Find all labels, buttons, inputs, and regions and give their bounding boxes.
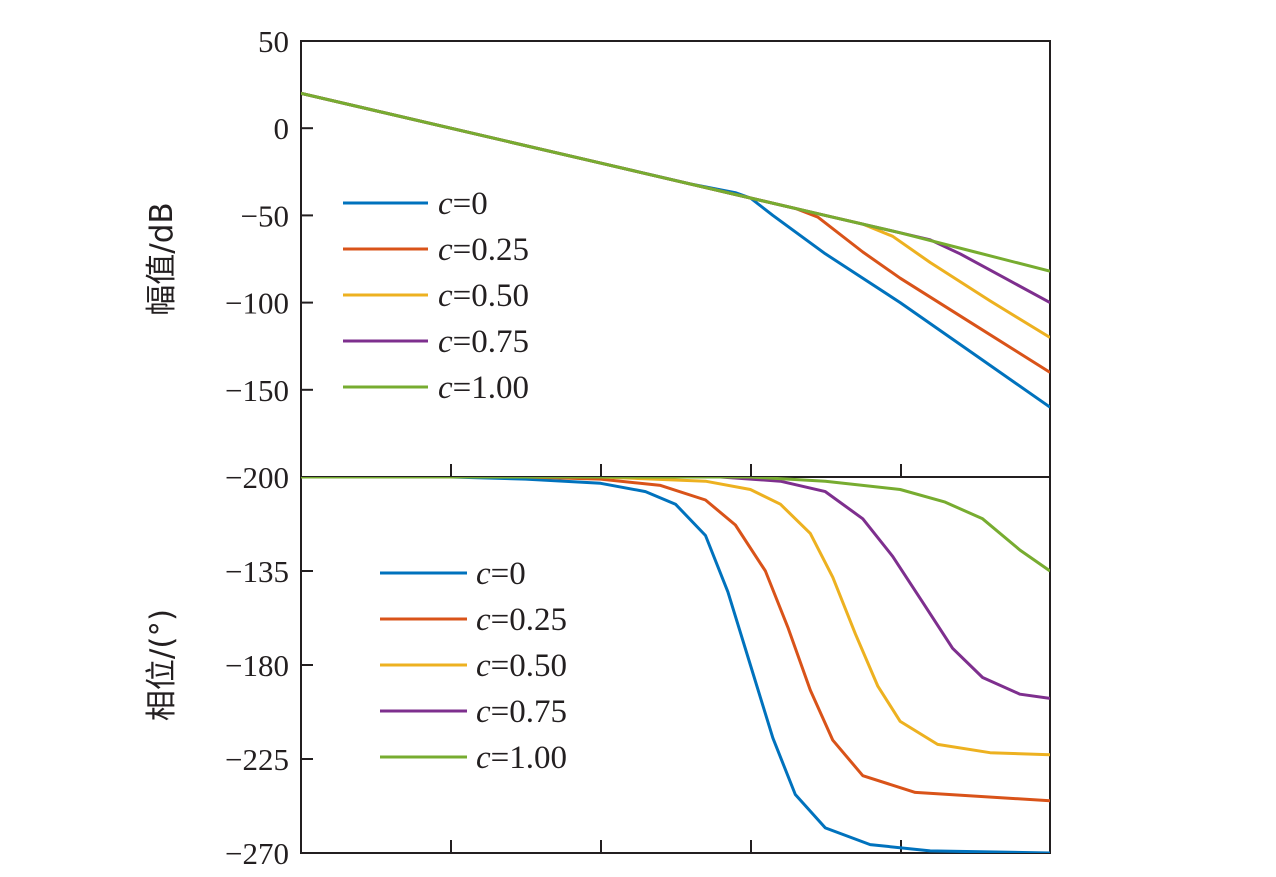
series-line-phase-c=0.25 (301, 477, 1050, 803)
y-axis-label-phase: 相位/(°) (144, 609, 180, 721)
y-tick-label-magnitude: 0 (274, 111, 290, 146)
y-tick-label-phase: −225 (225, 742, 289, 777)
series-line-phase-c=1.00 (301, 477, 1050, 573)
legend-label: c=0.25 (438, 232, 529, 268)
legend-label: c=0.50 (438, 278, 529, 314)
y-tick-label-phase: −135 (225, 554, 289, 589)
legend-label: c=0 (476, 556, 526, 592)
legend-label: c=0 (438, 186, 488, 222)
series-line-phase-c=0 (301, 477, 1050, 853)
y-tick-label-magnitude: −50 (241, 198, 289, 233)
legend-label: c=0.75 (476, 694, 567, 730)
legend-phase: c=0 c=0.25 c=0.50 c=0.75 c=1.00 (380, 556, 567, 776)
y-tick-label-magnitude: −200 (225, 460, 289, 495)
y-tick-label-magnitude: −150 (225, 373, 289, 408)
series-line-magnitude-c=1.00 (301, 91, 1050, 273)
y-tick-label-phase: −180 (225, 648, 289, 683)
legend-label: c=0.25 (476, 602, 567, 638)
legend-label: c=1.00 (476, 740, 567, 776)
y-axis-label-magnitude: 幅值/dB (144, 202, 180, 315)
legend-magnitude: c=0 c=0.25 c=0.50 c=0.75 c=1.00 (343, 186, 529, 406)
y-tick-label-magnitude: −100 (225, 286, 289, 321)
y-tick-label-magnitude: 50 (258, 24, 289, 59)
plot-frame-magnitude (300, 40, 1051, 478)
legend-label: c=1.00 (438, 370, 529, 406)
series-line-phase-c=0.75 (301, 477, 1050, 700)
legend-label: c=0.50 (476, 648, 567, 684)
series-line-phase-c=0.50 (301, 477, 1050, 757)
series-line-magnitude-c=0.75 (301, 91, 1050, 304)
panel-phase: −135−180−225−270相位/(°)c=0c=0.25c=0.50c=0… (144, 476, 1051, 871)
y-tick-label-phase: −270 (225, 836, 289, 871)
legend-label: c=0.75 (438, 324, 529, 360)
